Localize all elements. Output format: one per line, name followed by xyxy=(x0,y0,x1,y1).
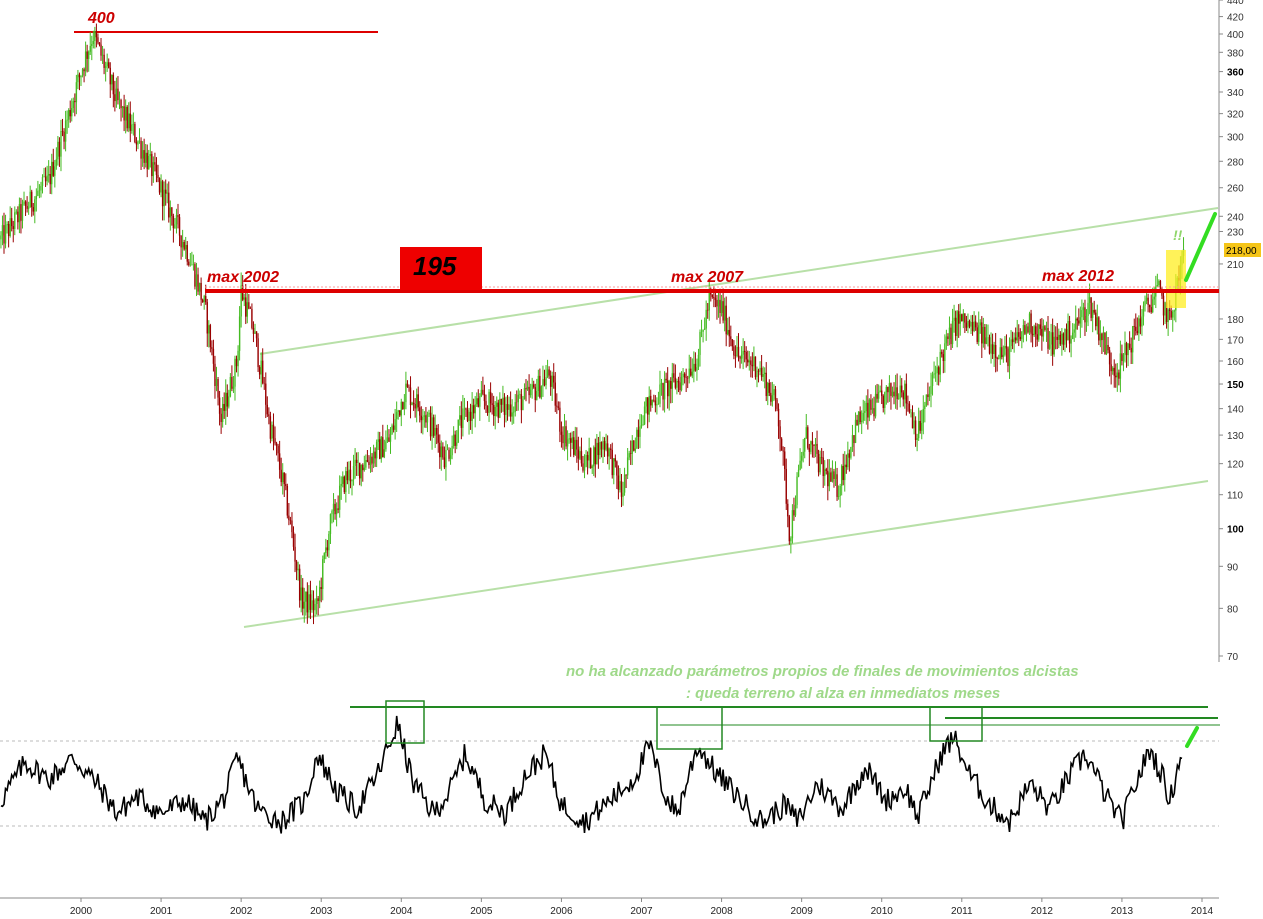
y-tick-label: 280 xyxy=(1227,157,1244,168)
candlestick-series xyxy=(0,23,1185,625)
y-tick-label: 300 xyxy=(1227,133,1244,144)
y-tick-label: 80 xyxy=(1227,604,1239,615)
y-tick-label: 440 xyxy=(1227,0,1244,7)
last-price-label: 218,00 xyxy=(1226,246,1257,257)
lower-channel-line xyxy=(243,480,1209,628)
max-2012-label: max 2012 xyxy=(1042,268,1114,285)
y-axis-ticks: 440 420 400 380 360 340 320 300 280 260 240 230 210 1… xyxy=(1219,0,1244,663)
x-tick-label: 2006 xyxy=(550,906,573,917)
y-tick-label: 230 xyxy=(1227,227,1244,238)
oscillator-line xyxy=(0,715,1183,834)
y-tick-label: 340 xyxy=(1227,88,1244,99)
x-axis-ticks: 2000 2001 2002 2003 2004 2005 2006 2007 2008 2009… xyxy=(70,898,1214,917)
exclamation-label: !! xyxy=(1173,227,1183,243)
y-tick-label: 130 xyxy=(1227,431,1244,442)
level-400-label: 400 xyxy=(87,10,115,27)
y-tick-label: 180 xyxy=(1227,315,1244,326)
y-tick-label: 240 xyxy=(1227,212,1244,223)
x-tick-label: 2004 xyxy=(390,906,413,917)
oscillator-box-2004 xyxy=(385,700,425,744)
y-tick-label: 320 xyxy=(1227,110,1244,121)
x-tick-label: 2008 xyxy=(710,906,733,917)
y-tick-label: 170 xyxy=(1227,335,1244,346)
x-tick-label: 2000 xyxy=(70,906,93,917)
y-tick-label: 90 xyxy=(1227,562,1239,573)
x-tick-label: 2007 xyxy=(630,906,653,917)
x-tick-label: 2009 xyxy=(791,906,814,917)
x-tick-label: 2005 xyxy=(470,906,493,917)
y-tick-label: 210 xyxy=(1227,260,1244,271)
y-tick-label: 150 xyxy=(1227,380,1244,391)
x-tick-label: 2002 xyxy=(230,906,253,917)
x-tick-label: 2012 xyxy=(1031,906,1054,917)
x-tick-label: 2013 xyxy=(1111,906,1134,917)
x-tick-label: 2011 xyxy=(951,906,973,917)
y-tick-label: 70 xyxy=(1227,652,1239,663)
y-tick-label: 360 xyxy=(1227,68,1244,79)
max-2002-label: max 2002 xyxy=(207,269,279,286)
y-tick-label: 260 xyxy=(1227,184,1244,195)
y-tick-label: 110 xyxy=(1227,491,1243,502)
x-tick-label: 2003 xyxy=(310,906,333,917)
y-tick-label: 100 xyxy=(1227,525,1244,536)
x-tick-label: 2014 xyxy=(1191,906,1214,917)
y-tick-label: 400 xyxy=(1227,30,1244,41)
note-line-2: : queda terreno al alza en inmediatos me… xyxy=(686,685,1000,702)
box-195 xyxy=(400,247,482,290)
highlight-box xyxy=(1166,250,1186,308)
oscillator-box-2011 xyxy=(929,706,983,742)
x-tick-label: 2010 xyxy=(871,906,894,917)
note-line-1: no ha alcanzado parámetros propios de fi… xyxy=(566,663,1079,680)
x-tick-label: 2001 xyxy=(150,906,173,917)
y-tick-label: 120 xyxy=(1227,460,1244,471)
y-tick-label: 140 xyxy=(1227,405,1244,416)
upper-channel-line xyxy=(259,207,1219,355)
oscillator-arrow xyxy=(1185,726,1199,748)
oscillator-box-2007 xyxy=(656,706,723,750)
max-2007-label: max 2007 xyxy=(671,269,744,286)
box-195-label: 195 xyxy=(413,251,457,281)
y-tick-label: 160 xyxy=(1227,357,1244,368)
bullish-arrow xyxy=(1184,212,1217,282)
last-price-tag xyxy=(1224,243,1261,257)
y-tick-label: 380 xyxy=(1227,48,1244,59)
y-tick-label: 420 xyxy=(1227,13,1244,24)
